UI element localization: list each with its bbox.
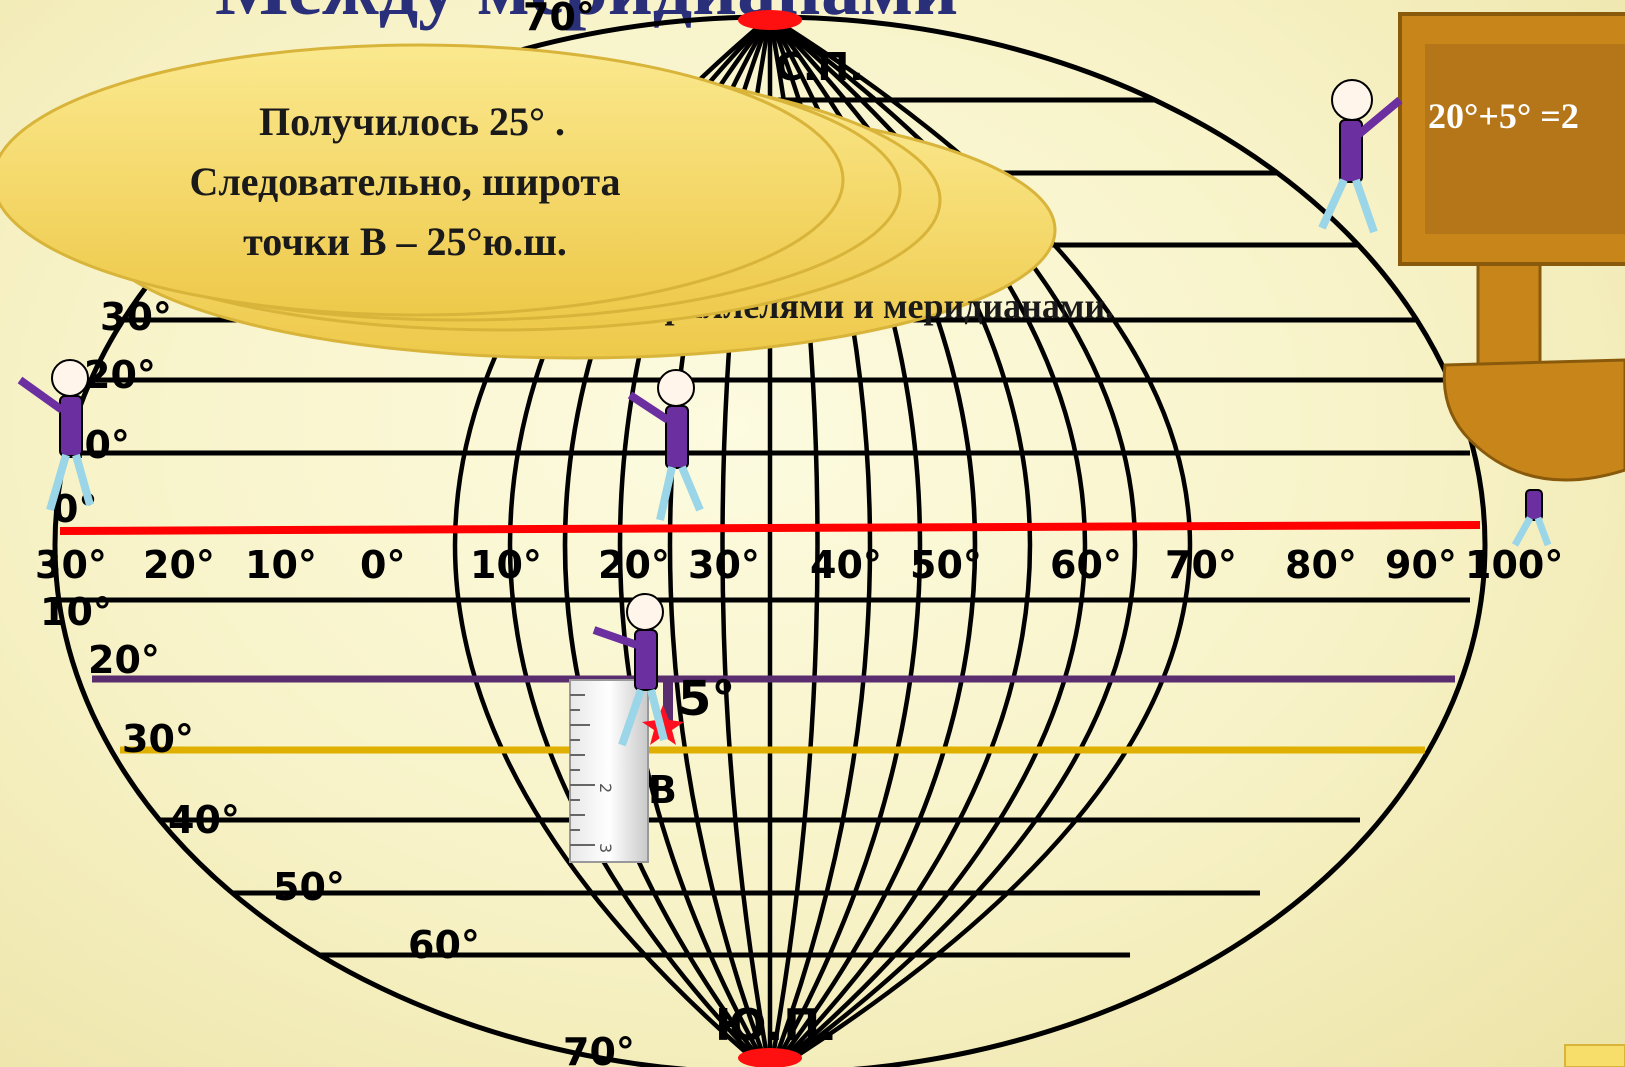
longitude-label: 70° (1165, 543, 1237, 587)
latitude-label-s20: 20° (88, 638, 160, 682)
longitude-label: 10° (470, 543, 542, 587)
walking-man-icon (1511, 489, 1552, 547)
longitude-label: 80° (1285, 543, 1357, 587)
longitude-label: 90° (1385, 543, 1457, 587)
bubble-line-2: Следовательно, широта (189, 159, 620, 204)
latitude-label-s60: 60° (408, 923, 480, 967)
walking-man-icon (627, 369, 704, 521)
longitude-label: 20° (598, 543, 670, 587)
longitude-label: 40° (810, 543, 882, 587)
latitude-label-s30: 30° (122, 717, 194, 761)
latitude-label-s40: 40° (168, 798, 240, 842)
longitude-label: 30° (35, 543, 107, 587)
latitude-label-n20: 20° (84, 353, 156, 397)
speech-bubble-stack: …между параллелями и меридианами. Получи… (0, 43, 1114, 360)
bubble-line-1: Получилось 25° . (259, 99, 565, 144)
equator-line (59, 521, 1481, 535)
longitude-label: 10° (245, 543, 317, 587)
longitude-label: 0° (360, 543, 405, 587)
bubble-line-3: точки В – 25°ю.ш. (243, 219, 567, 264)
svg-text:2: 2 (596, 783, 615, 793)
longitude-label: 20° (143, 543, 215, 587)
longitude-label: 60° (1050, 543, 1122, 587)
south-pole-marker (738, 1048, 802, 1067)
longitude-labels: 30° 20° 10° 0° 10° 20° 30° 40° 50° 60° 7… (35, 543, 1563, 587)
north-pole-label: С.П. (775, 45, 864, 89)
equation-text: 20°+5° =2 (1428, 96, 1579, 136)
slide-title: Между меридианами (215, 0, 958, 31)
longitude-label: 30° (688, 543, 760, 587)
south-pole-label: Ю.П. (715, 1000, 837, 1051)
latitude-label-s50: 50° (273, 865, 345, 909)
next-slide-button[interactable] (1564, 1044, 1625, 1067)
bottom-latitude-label: 70° (563, 1030, 635, 1067)
svg-text:3: 3 (596, 843, 615, 853)
latitude-label-s10: 10° (40, 590, 112, 634)
offset-label: 5° (678, 671, 735, 727)
north-pole-marker (738, 10, 802, 30)
top-latitude-label: 70° (523, 0, 595, 39)
speech-bubble-front (0, 43, 845, 317)
point-b-label: В (648, 768, 677, 812)
walking-man-icon (592, 593, 668, 747)
offset-bracket (663, 678, 673, 728)
longitude-label: 100° (1465, 543, 1563, 587)
walking-man-icon (17, 359, 94, 512)
latitude-label-n30: 30° (100, 295, 172, 339)
pointer-board-icon: 20°+5° =2 (1398, 12, 1625, 482)
walking-man-icon (1318, 79, 1403, 234)
longitude-label: 50° (910, 543, 982, 587)
